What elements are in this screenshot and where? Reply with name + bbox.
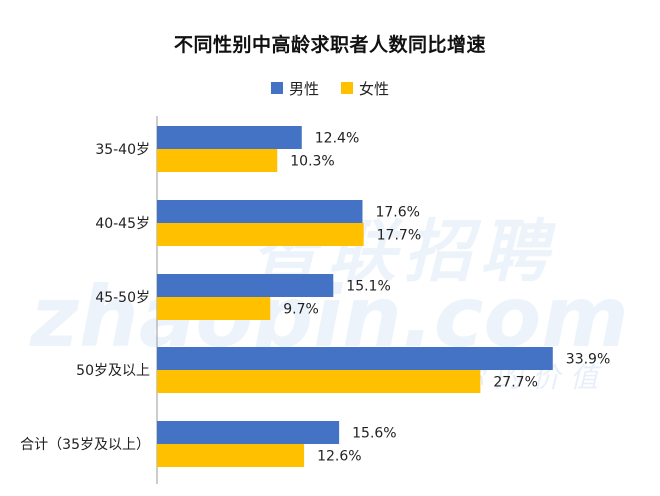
legend-label-female: 女性: [359, 79, 390, 98]
legend-item-female: 女性: [341, 78, 389, 99]
category-label-3: 50岁及以上: [76, 363, 150, 379]
data-label-female-4: 12.6%: [317, 449, 361, 465]
bar-male-3: [157, 347, 553, 370]
category-label-1: 40-45岁: [95, 216, 150, 232]
data-label-female-3: 27.7%: [493, 375, 537, 391]
chart-title: 不同性别中高龄求职者人数同比增速: [173, 34, 486, 56]
bar-male-0: [157, 126, 302, 149]
data-label-male-0: 12.4%: [315, 131, 359, 147]
bar-male-1: [157, 200, 363, 223]
data-label-male-4: 15.6%: [352, 426, 396, 442]
legend-swatch-female: [341, 82, 353, 94]
data-label-male-3: 33.9%: [566, 352, 610, 368]
category-label-2: 45-50岁: [95, 290, 150, 306]
legend-label-male: 男性: [288, 79, 319, 98]
data-label-female-2: 9.7%: [283, 302, 319, 318]
bar-male-2: [157, 274, 334, 297]
legend-swatch-male: [270, 82, 283, 94]
bar-female-4: [157, 444, 305, 467]
bar-female-1: [157, 223, 364, 246]
category-label-4: 合计（35岁及以上）: [20, 437, 150, 453]
bar-female-2: [157, 297, 271, 320]
category-label-0: 35-40岁: [95, 142, 150, 158]
chart-legend: 男性 女性: [0, 76, 660, 100]
data-label-male-1: 17.6%: [375, 205, 419, 221]
data-label-male-2: 15.1%: [346, 279, 390, 295]
bar-female-0: [157, 149, 278, 172]
data-label-female-0: 10.3%: [290, 154, 334, 170]
bar-female-3: [157, 370, 481, 393]
bar-male-4: [157, 421, 340, 444]
data-label-female-1: 17.7%: [377, 228, 421, 244]
legend-item-male: 男性: [270, 78, 319, 99]
